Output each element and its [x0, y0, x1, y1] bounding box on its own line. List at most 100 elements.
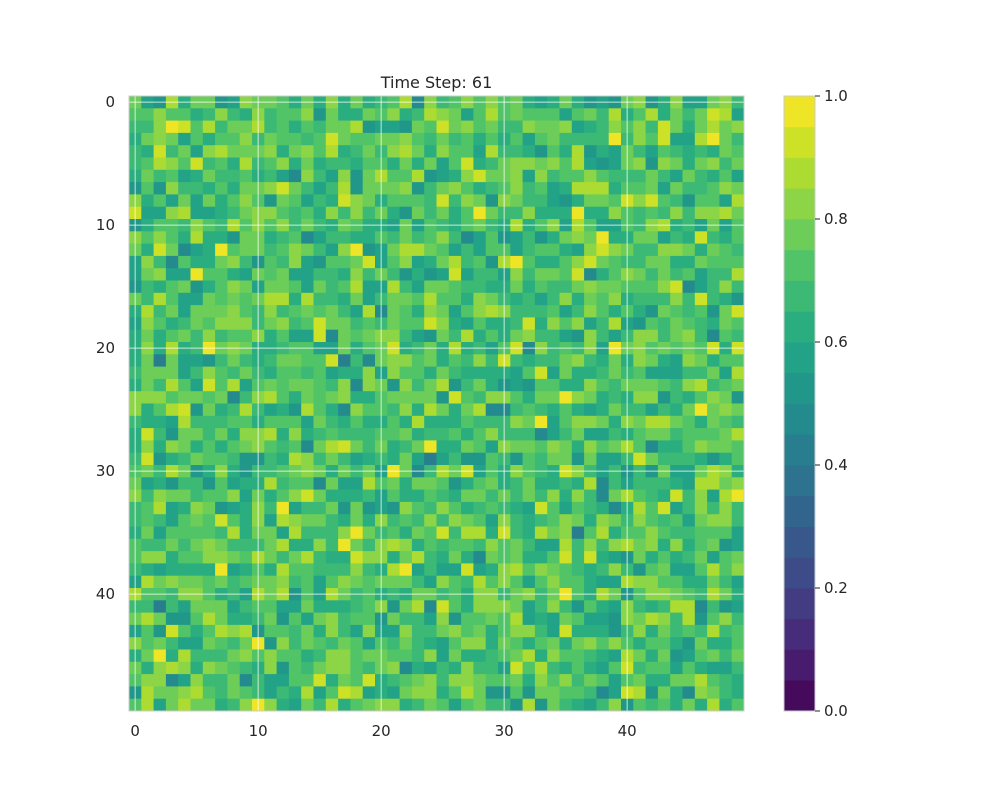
heatmap-cell [547, 514, 560, 527]
heatmap-cell [584, 501, 597, 515]
heatmap-cell [399, 280, 413, 294]
heatmap-cell [682, 600, 696, 613]
heatmap-cell [657, 428, 671, 441]
heatmap-cell [584, 255, 597, 269]
heatmap-cell [473, 292, 487, 306]
heatmap-cell [522, 428, 536, 441]
heatmap-cell [596, 145, 610, 158]
heatmap-cell [485, 624, 499, 638]
heatmap-cell [436, 243, 450, 257]
heatmap-cell [534, 452, 548, 466]
heatmap-cell [313, 366, 327, 380]
heatmap-cell [571, 145, 585, 158]
heatmap-cell [596, 674, 610, 687]
heatmap-cell [239, 243, 253, 257]
heatmap-cell [338, 674, 351, 687]
heatmap-cell [645, 366, 659, 380]
heatmap-cell [719, 649, 733, 663]
heatmap-cell [670, 698, 683, 712]
colorbar-tick-label: 0.4 [824, 456, 848, 474]
heatmap-cell [325, 563, 339, 577]
heatmap-cell [350, 145, 364, 158]
heatmap-cell [178, 686, 191, 700]
heatmap-cell [645, 477, 659, 490]
heatmap-cell [510, 231, 523, 244]
heatmap-cell [608, 292, 622, 306]
heatmap-cell [313, 649, 327, 663]
heatmap-cell [399, 194, 413, 208]
heatmap-cell [313, 280, 327, 294]
heatmap-cell [301, 329, 314, 343]
heatmap-cell [584, 415, 597, 429]
heatmap-cell [165, 280, 179, 294]
heatmap-cell [264, 501, 277, 515]
heatmap-cell [424, 428, 437, 441]
heatmap-cell [411, 538, 425, 552]
heatmap-cell [350, 538, 364, 552]
heatmap-cell [584, 231, 597, 244]
heatmap-cell [288, 501, 302, 515]
heatmap-cell [202, 452, 216, 466]
heatmap-cell [227, 231, 241, 244]
heatmap-cell [645, 501, 659, 515]
heatmap-cell [338, 686, 351, 700]
heatmap-cell [301, 452, 314, 466]
heatmap-cell [547, 477, 560, 490]
heatmap-cell [276, 538, 290, 552]
heatmap-cell [301, 403, 314, 417]
heatmap-cell [301, 317, 314, 331]
heatmap-cell [657, 649, 671, 663]
heatmap-cell [190, 440, 204, 454]
heatmap-cell [682, 403, 696, 417]
heatmap-cell [707, 182, 720, 195]
heatmap-cell [239, 637, 253, 650]
heatmap-cell [633, 428, 646, 441]
heatmap-cell [657, 206, 671, 220]
heatmap-cell [547, 428, 560, 441]
heatmap-cell [436, 292, 450, 306]
heatmap-cell [190, 600, 204, 613]
heatmap-cell [141, 354, 154, 367]
heatmap-cell [165, 440, 179, 454]
heatmap-cell [153, 206, 167, 220]
heatmap-cell [534, 378, 548, 392]
heatmap-cell [350, 489, 364, 503]
heatmap-cell [288, 329, 302, 343]
heatmap-cell [461, 526, 474, 540]
heatmap-cell [202, 526, 216, 540]
heatmap-cell [264, 292, 277, 306]
heatmap-cell [288, 366, 302, 380]
heatmap-cell [633, 108, 646, 121]
heatmap-cell [399, 317, 413, 331]
heatmap-cell [670, 366, 683, 380]
heatmap-cell [215, 354, 228, 367]
heatmap-cell [288, 317, 302, 331]
heatmap-cell [657, 231, 671, 244]
heatmap-cell [411, 403, 425, 417]
heatmap-cell [362, 169, 376, 183]
heatmap-cell [411, 108, 425, 121]
heatmap-cell [461, 501, 474, 515]
heatmap-cell [670, 612, 683, 626]
heatmap-cell [448, 157, 462, 171]
heatmap-cell [510, 415, 523, 429]
heatmap-cell [645, 243, 659, 257]
heatmap-cell [657, 255, 671, 269]
heatmap-cell [178, 231, 191, 244]
heatmap-cell [288, 649, 302, 663]
heatmap-cell [362, 145, 376, 158]
heatmap-cell [694, 674, 708, 687]
heatmap-cell [559, 489, 573, 503]
x-axis-ticks: 0 10 20 30 40 [130, 722, 636, 740]
heatmap-cell [670, 489, 683, 503]
heatmap-cell [325, 649, 339, 663]
heatmap-cell [657, 452, 671, 466]
colorbar-segment [784, 495, 815, 527]
heatmap-cell [657, 182, 671, 195]
heatmap-cell [719, 391, 733, 404]
heatmap-cell [510, 501, 523, 515]
heatmap-cell [485, 378, 499, 392]
heatmap-cell [276, 600, 290, 613]
heatmap-cell [288, 169, 302, 183]
heatmap-cell [301, 157, 314, 171]
